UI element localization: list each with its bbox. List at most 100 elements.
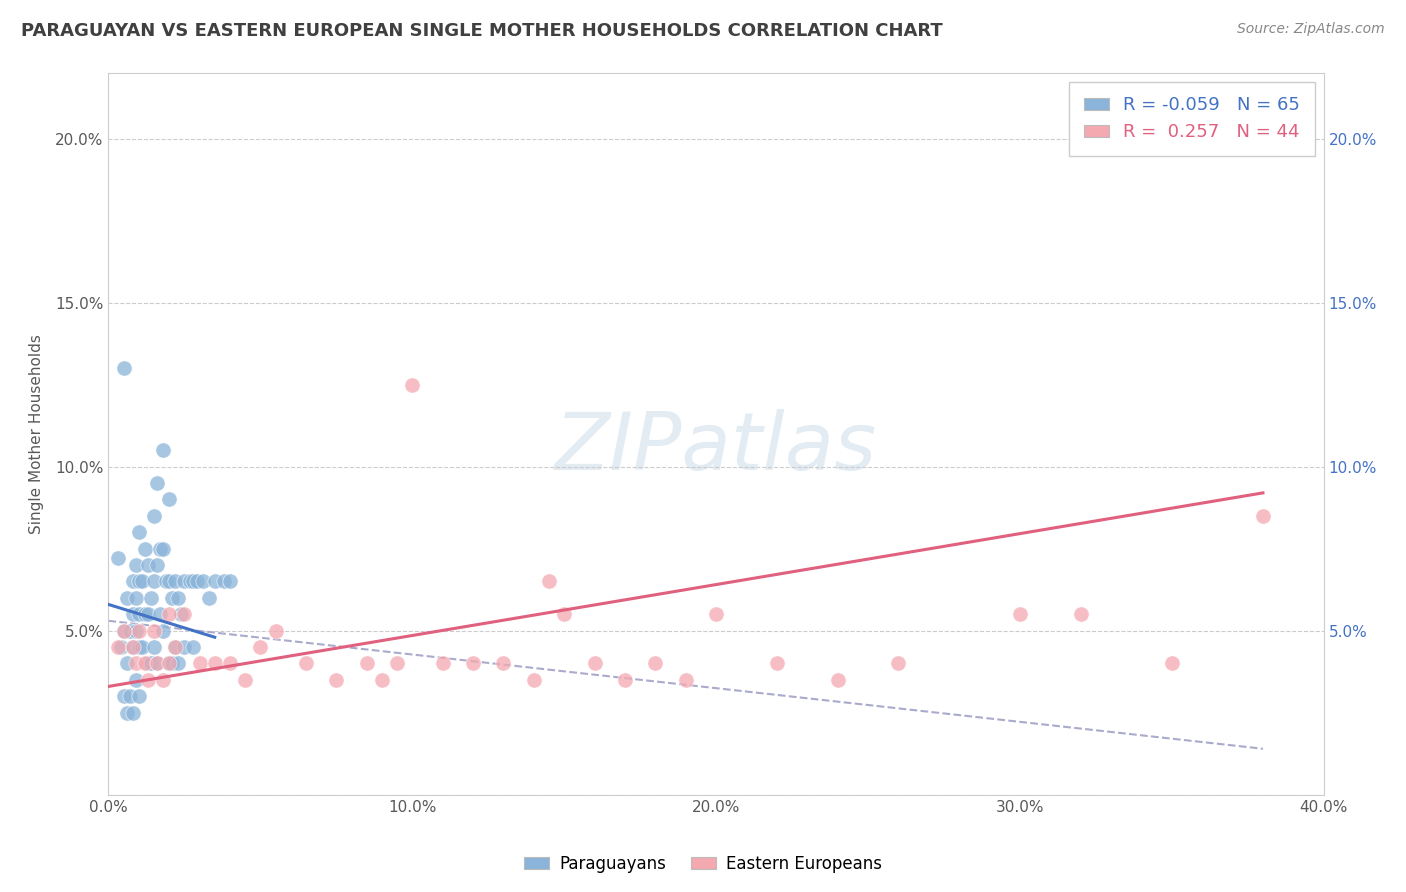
Point xyxy=(179,574,201,589)
Point xyxy=(1008,607,1031,622)
Point xyxy=(157,657,180,671)
Text: ZIPatlas: ZIPatlas xyxy=(555,409,877,487)
Point xyxy=(134,541,156,556)
Point xyxy=(107,640,129,654)
Point xyxy=(1160,657,1182,671)
Point xyxy=(155,574,177,589)
Point xyxy=(157,574,180,589)
Point xyxy=(249,640,271,654)
Point xyxy=(356,657,378,671)
Point xyxy=(766,657,789,671)
Point xyxy=(112,624,135,638)
Point xyxy=(107,551,129,566)
Text: PARAGUAYAN VS EASTERN EUROPEAN SINGLE MOTHER HOUSEHOLDS CORRELATION CHART: PARAGUAYAN VS EASTERN EUROPEAN SINGLE MO… xyxy=(21,22,943,40)
Point xyxy=(125,591,148,605)
Point xyxy=(160,657,183,671)
Point xyxy=(173,574,195,589)
Point xyxy=(128,574,150,589)
Point xyxy=(204,574,226,589)
Point xyxy=(492,657,515,671)
Point xyxy=(371,673,394,687)
Point xyxy=(165,640,187,654)
Point xyxy=(188,657,211,671)
Point xyxy=(191,574,214,589)
Point xyxy=(121,607,143,622)
Point xyxy=(432,657,454,671)
Point xyxy=(1251,508,1274,523)
Point xyxy=(125,558,148,572)
Point xyxy=(139,591,162,605)
Point xyxy=(125,657,148,671)
Point xyxy=(149,607,172,622)
Point xyxy=(152,443,174,458)
Point xyxy=(134,657,156,671)
Point xyxy=(157,657,180,671)
Point xyxy=(131,640,153,654)
Point xyxy=(219,574,242,589)
Point xyxy=(146,657,169,671)
Point xyxy=(827,673,849,687)
Point xyxy=(537,574,560,589)
Point xyxy=(143,624,166,638)
Point xyxy=(160,591,183,605)
Point xyxy=(136,657,159,671)
Point xyxy=(157,492,180,507)
Point xyxy=(233,673,256,687)
Point xyxy=(167,591,190,605)
Point xyxy=(139,657,162,671)
Point xyxy=(675,673,697,687)
Point xyxy=(112,624,135,638)
Point xyxy=(295,657,318,671)
Point xyxy=(131,574,153,589)
Point xyxy=(128,607,150,622)
Point xyxy=(183,640,205,654)
Point xyxy=(115,591,138,605)
Point xyxy=(183,574,205,589)
Point xyxy=(887,657,910,671)
Point xyxy=(157,607,180,622)
Point xyxy=(136,673,159,687)
Point xyxy=(186,574,208,589)
Point xyxy=(173,607,195,622)
Point xyxy=(118,624,141,638)
Point xyxy=(125,673,148,687)
Point xyxy=(167,657,190,671)
Point xyxy=(143,640,166,654)
Point xyxy=(1070,607,1092,622)
Point xyxy=(152,541,174,556)
Point xyxy=(173,640,195,654)
Point xyxy=(152,624,174,638)
Point xyxy=(128,525,150,540)
Legend: R = -0.059   N = 65, R =  0.257   N = 44: R = -0.059 N = 65, R = 0.257 N = 44 xyxy=(1069,82,1315,156)
Point xyxy=(219,657,242,671)
Point xyxy=(125,624,148,638)
Point xyxy=(121,640,143,654)
Point xyxy=(613,673,636,687)
Point xyxy=(264,624,287,638)
Point xyxy=(523,673,546,687)
Point xyxy=(128,690,150,704)
Point xyxy=(212,574,235,589)
Point xyxy=(644,657,666,671)
Point xyxy=(146,657,169,671)
Point xyxy=(136,607,159,622)
Point xyxy=(115,657,138,671)
Point xyxy=(170,607,193,622)
Y-axis label: Single Mother Households: Single Mother Households xyxy=(30,334,44,533)
Point xyxy=(121,574,143,589)
Text: Source: ZipAtlas.com: Source: ZipAtlas.com xyxy=(1237,22,1385,37)
Point xyxy=(401,377,423,392)
Point xyxy=(134,607,156,622)
Point xyxy=(149,541,172,556)
Point xyxy=(204,657,226,671)
Point xyxy=(152,673,174,687)
Point xyxy=(197,591,219,605)
Point xyxy=(112,361,135,376)
Point xyxy=(461,657,484,671)
Point xyxy=(165,640,187,654)
Point xyxy=(121,640,143,654)
Point xyxy=(128,640,150,654)
Point xyxy=(143,574,166,589)
Point xyxy=(121,706,143,720)
Point xyxy=(146,476,169,491)
